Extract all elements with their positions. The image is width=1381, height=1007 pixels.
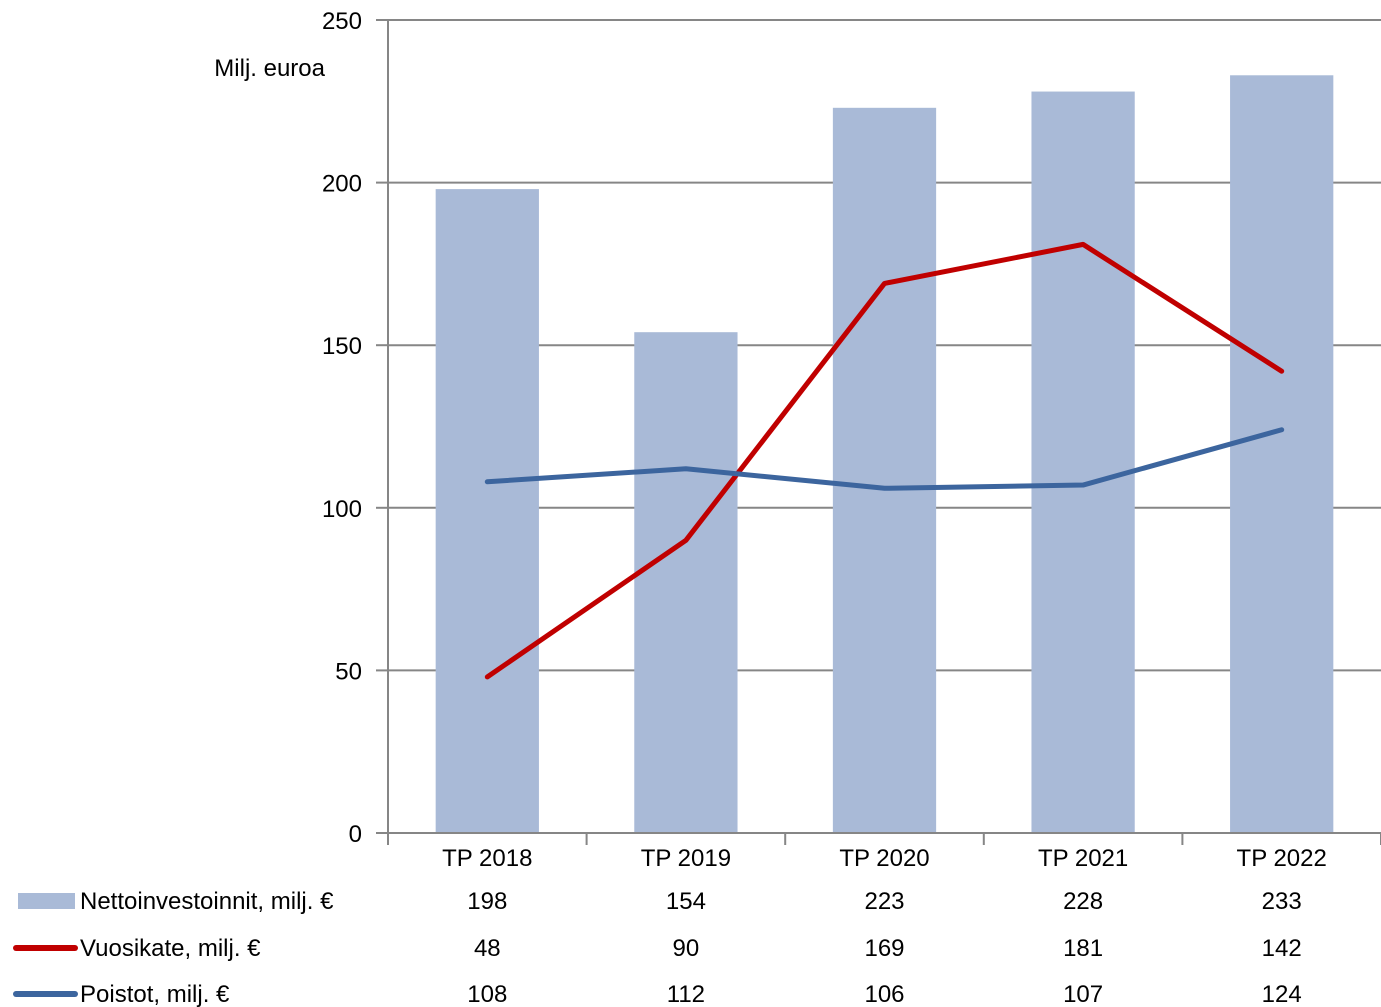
x-tick-label: TP 2019 [641, 845, 731, 872]
legend-swatch [18, 893, 75, 909]
y-tick-labels: 0 50 100 150 200 250 [322, 8, 362, 848]
data-label: 181 [1063, 935, 1103, 962]
bar-series [435, 75, 1334, 833]
data-label: 107 [1063, 981, 1103, 1007]
data-label: 233 [1262, 888, 1302, 915]
y-axis-label: Milj. euroa [214, 55, 325, 82]
line-series [484, 241, 1285, 680]
bar [1031, 91, 1135, 833]
data-label: 223 [864, 888, 904, 915]
data-label: 106 [864, 981, 904, 1007]
data-label: 124 [1262, 981, 1302, 1007]
bar [435, 189, 539, 833]
data-label: 108 [467, 981, 507, 1007]
legend-label: Vuosikate, milj. € [80, 935, 261, 962]
y-tick-label: 100 [322, 496, 362, 523]
axes [387, 20, 1381, 845]
y-tick-label: 50 [335, 658, 362, 685]
data-label: 198 [467, 888, 507, 915]
data-label: 154 [666, 888, 706, 915]
data-label: 112 [667, 981, 705, 1007]
y-tick-label: 200 [322, 171, 362, 198]
bar [634, 332, 738, 833]
data-label: 169 [864, 935, 904, 962]
y-tick-label: 150 [322, 333, 362, 360]
x-tick-labels: TP 2018 TP 2019 TP 2020 TP 2021 TP 2022 [442, 845, 1327, 872]
x-tick-label: TP 2022 [1237, 845, 1327, 872]
legend-label: Poistot, milj. € [80, 981, 230, 1007]
legend-label: Nettoinvestoinnit, milj. € [80, 888, 334, 915]
data-label: 48 [474, 935, 501, 962]
series-line [484, 427, 1285, 491]
x-tick-label: TP 2020 [839, 845, 929, 872]
y-tick-label: 0 [349, 821, 362, 848]
data-table: Nettoinvestoinnit, milj. € 198 154 223 228 23… [13, 888, 1302, 1007]
bar [1230, 75, 1334, 833]
data-label: 142 [1262, 935, 1302, 962]
y-tick-label: 250 [322, 8, 362, 35]
data-label: 228 [1063, 888, 1103, 915]
series-line [484, 241, 1285, 680]
x-tick-label: TP 2018 [442, 845, 532, 872]
x-tick-label: TP 2021 [1038, 845, 1128, 872]
bar [832, 107, 937, 833]
data-label: 90 [673, 935, 700, 962]
